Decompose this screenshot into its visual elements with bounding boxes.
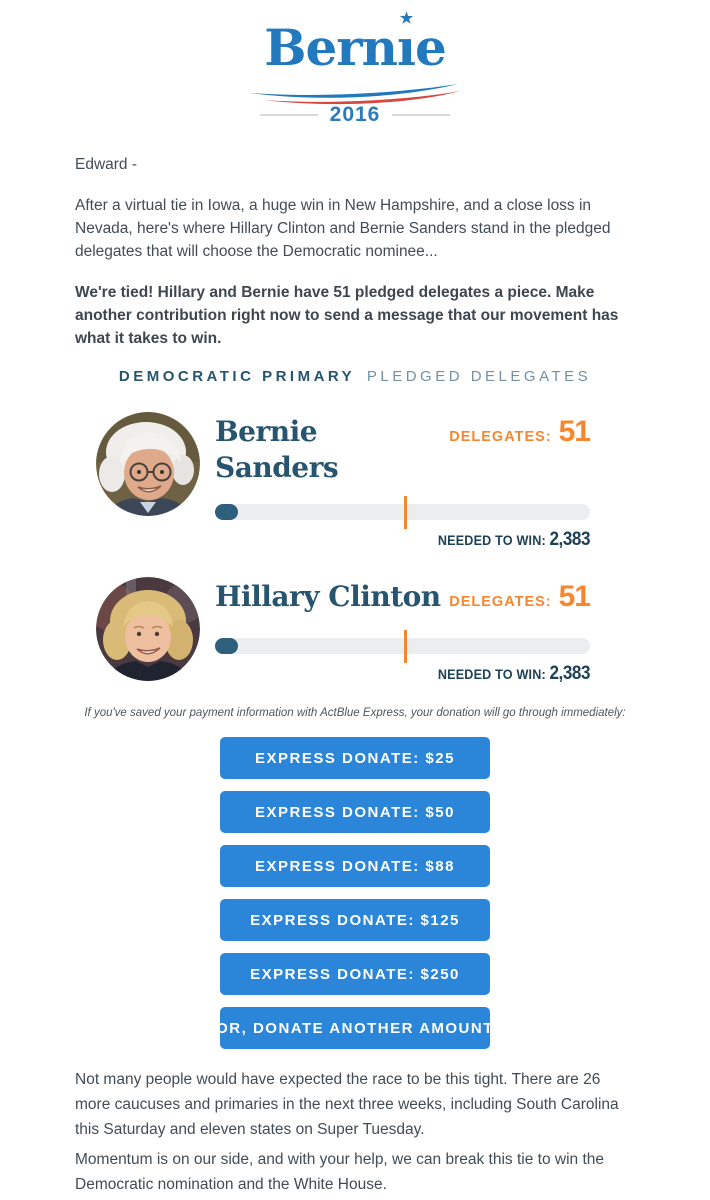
- tied-paragraph: We're tied! Hillary and Bernie have 51 p…: [75, 284, 619, 347]
- donate-another-amount-button[interactable]: OR, DONATE ANOTHER AMOUNT: [216, 1007, 492, 1049]
- logo-year: 2016: [329, 103, 381, 126]
- year-divider-left: [259, 114, 318, 116]
- express-donate-50-button[interactable]: EXPRESS DONATE: $50: [220, 791, 490, 833]
- race-paragraph: Not many people would have expected the …: [75, 1071, 619, 1138]
- donate-button-list: EXPRESS DONATE: $25 EXPRESS DONATE: $50 …: [75, 725, 635, 1049]
- express-donate-250-button[interactable]: EXPRESS DONATE: $250: [220, 953, 490, 995]
- delegate-bar-track: [215, 504, 590, 520]
- momentum-paragraph: Momentum is on our side, and with your h…: [75, 1151, 604, 1193]
- logo-wordmark: Bern ★ ıe: [264, 9, 447, 77]
- needed-to-win-value: 2,383: [549, 663, 590, 684]
- delegates-count: 51: [558, 415, 591, 448]
- majority-marker: [404, 630, 408, 663]
- express-donate-25-button[interactable]: EXPRESS DONATE: $25: [220, 737, 490, 779]
- delegates-label: DELEGATES:: [449, 594, 552, 610]
- delegate-progress-bar: [215, 496, 590, 529]
- express-donate-125-button[interactable]: EXPRESS DONATE: $125: [220, 899, 490, 941]
- heading-primary: DEMOCRATIC PRIMARY: [118, 368, 356, 385]
- star-icon: ★: [399, 9, 413, 27]
- delegate-bar-fill: [215, 504, 238, 520]
- candidate-name: Hillary Clinton: [215, 580, 441, 613]
- bernie-sanders-photo: [96, 412, 200, 516]
- candidate-row-hillary: Hillary Clinton DELEGATES: 51 NEEDED TO W…: [75, 577, 635, 685]
- intro-paragraph: After a virtual tie in Iowa, a huge win …: [75, 197, 611, 260]
- majority-marker: [404, 496, 408, 529]
- candidate-name: Bernie Sanders: [215, 415, 339, 484]
- scoreboard-heading: DEMOCRATIC PRIMARY PLEDGED DELEGATES: [75, 366, 635, 388]
- blue-swoosh: [250, 84, 458, 98]
- greeting: Edward -: [75, 156, 138, 173]
- delegates-count: 51: [558, 580, 591, 613]
- red-swoosh: [264, 91, 460, 105]
- heading-secondary: PLEDGED DELEGATES: [366, 368, 592, 385]
- actblue-note: If you've saved your payment information…: [84, 707, 626, 719]
- candidate-row-bernie: Bernie Sanders DELEGATES: 51 NEEDED TO WI…: [75, 412, 635, 551]
- needed-to-win: NEEDED TO WIN: 2,383: [253, 529, 591, 551]
- needed-to-win-label: NEEDED TO WIN:: [437, 532, 546, 548]
- delegates-label: DELEGATES:: [449, 429, 552, 445]
- needed-to-win: NEEDED TO WIN: 2,383: [253, 663, 591, 685]
- bernie-2016-logo[interactable]: Bern ★ ıe 2016: [75, 0, 635, 127]
- hillary-clinton-photo: [96, 577, 200, 681]
- needed-to-win-value: 2,383: [549, 529, 590, 550]
- delegate-bar-fill: [215, 638, 238, 654]
- delegate-bar-track: [215, 638, 590, 654]
- year-divider-right: [392, 114, 451, 116]
- express-donate-88-button[interactable]: EXPRESS DONATE: $88: [220, 845, 490, 887]
- needed-to-win-label: NEEDED TO WIN:: [437, 666, 546, 682]
- email-body: Bern ★ ıe 2016 Edward - After a virtual ti…: [75, 0, 635, 1200]
- delegate-progress-bar: [215, 630, 590, 663]
